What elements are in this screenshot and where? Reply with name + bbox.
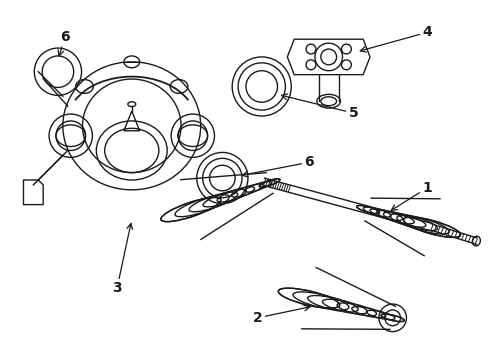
Text: 4: 4 <box>360 25 432 52</box>
Text: 5: 5 <box>282 94 358 120</box>
Text: 2: 2 <box>253 305 310 325</box>
Text: 6: 6 <box>58 30 70 56</box>
Text: 3: 3 <box>112 224 132 295</box>
Text: 1: 1 <box>392 181 432 210</box>
Text: 6: 6 <box>242 155 314 177</box>
